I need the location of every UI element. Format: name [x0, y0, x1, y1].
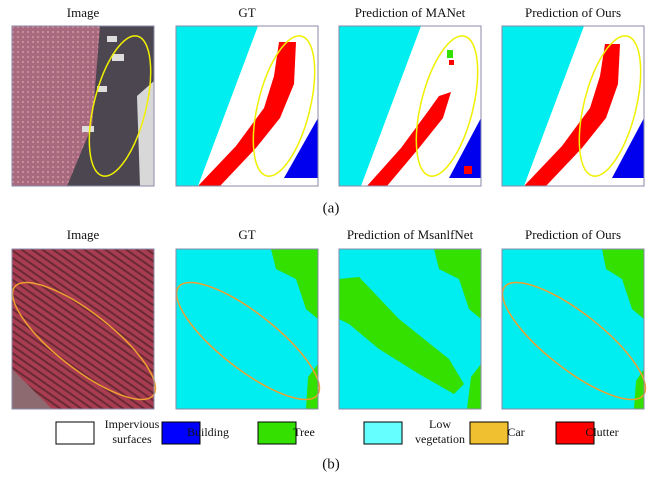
panel-image-a	[12, 26, 163, 186]
legend-label: Car	[507, 425, 524, 439]
column-title: Image	[67, 227, 100, 242]
column-title: Prediction of Ours	[525, 227, 621, 242]
column-title: Image	[67, 5, 100, 20]
column-title: GT	[238, 227, 255, 242]
legend-swatch	[56, 422, 94, 444]
legend-swatch	[364, 422, 402, 444]
column-title: GT	[238, 5, 255, 20]
legend-label: Building	[187, 425, 229, 439]
column-title: Prediction of MANet	[355, 5, 466, 20]
legend-swatch	[470, 422, 508, 444]
panel-ours-b	[487, 249, 660, 417]
panel-gt-a	[176, 26, 327, 186]
column-title: Prediction of MsanlfNet	[347, 227, 474, 242]
panel-msanlfnet-b	[339, 249, 481, 409]
figure: Image GT Prediction of MANet Prediction of …	[0, 0, 663, 478]
panel-manet-a	[339, 26, 490, 186]
column-title: Prediction of Ours	[525, 5, 621, 20]
legend-label: Tree	[293, 425, 315, 439]
panel-ours-a	[502, 26, 653, 186]
legend-swatch	[258, 422, 296, 444]
legend-label: Clutter	[585, 425, 618, 439]
subfigure-caption: (b)	[322, 456, 340, 472]
panel-gt-b	[161, 249, 334, 417]
panel-image-b	[0, 249, 171, 417]
subfigure-caption: (a)	[323, 200, 340, 216]
